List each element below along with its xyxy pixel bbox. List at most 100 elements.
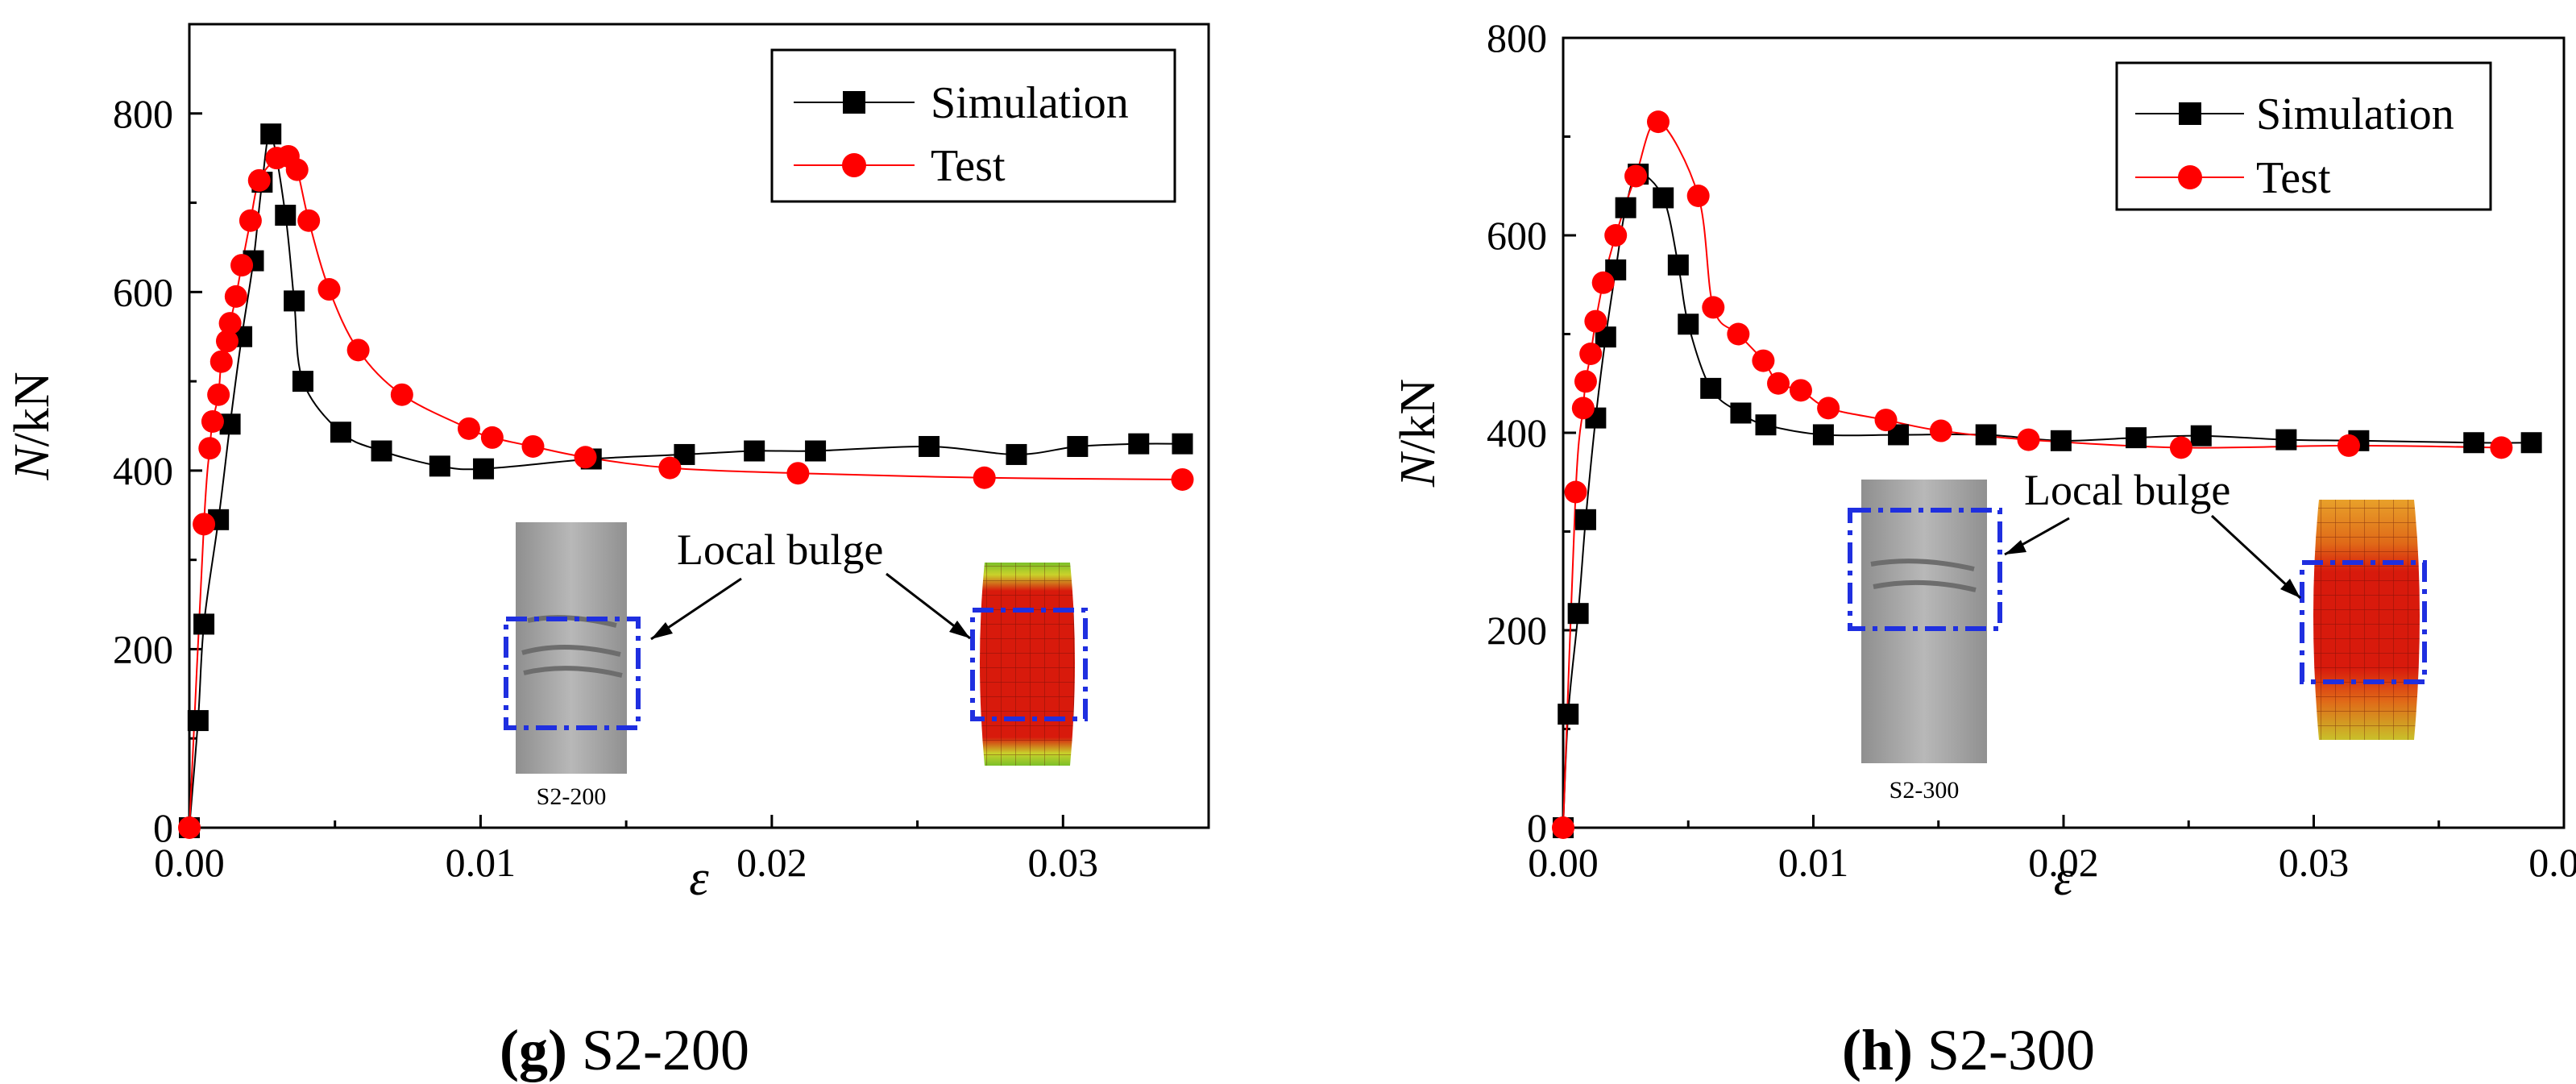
caption-h: (h) S2-300 — [1842, 1018, 2095, 1082]
x-tick-label-g: 0.00 — [154, 840, 225, 885]
data-point-test-g — [193, 513, 216, 536]
insets-h: S2-300 Local bulge — [1848, 466, 2427, 804]
y-tick-label-g: 800 — [113, 91, 173, 136]
annotation-g: Local bulge — [650, 525, 971, 641]
data-point-test-h — [1817, 397, 1840, 420]
data-point-test-h — [1579, 343, 1603, 365]
data-point-test-g — [521, 434, 545, 458]
data-point-simulation-g — [1172, 433, 1193, 455]
data-point-simulation-h — [1755, 414, 1777, 436]
annotation-label-g: Local bulge — [677, 525, 883, 574]
y-axis-title-symbol-h: N — [1391, 451, 1446, 488]
caption-text-h: S2-300 — [1913, 1018, 2095, 1082]
caption-g: (g) S2-200 — [500, 1018, 749, 1082]
fem-model-g — [970, 563, 1088, 766]
data-point-simulation-g — [805, 440, 827, 462]
legend-label-simulation-h: Simulation — [2256, 89, 2454, 139]
photo-label-g: S2-200 — [537, 783, 607, 810]
data-point-simulation-g — [284, 290, 305, 312]
data-point-test-g — [224, 284, 247, 308]
data-point-simulation-h — [1574, 509, 1596, 530]
y-tick-label-g: 400 — [113, 448, 173, 493]
data-point-test-g — [239, 209, 262, 232]
caption-letter-g: (g) — [500, 1018, 567, 1082]
fem-model-mesh-g — [980, 563, 1075, 766]
x-tick-label-g: 0.02 — [736, 840, 807, 885]
data-point-test-g — [247, 168, 271, 192]
data-point-test-h — [1552, 816, 1574, 839]
annotation-label-h: Local bulge — [2024, 466, 2230, 514]
data-point-test-h — [1624, 164, 1648, 188]
data-point-simulation-g — [292, 371, 313, 392]
caption-letter-h: (h) — [1842, 1018, 1913, 1082]
data-point-test-g — [786, 462, 810, 485]
data-point-simulation-h — [2190, 425, 2212, 446]
x-axis-title-h: ε — [2054, 851, 2074, 906]
data-point-test-g — [178, 816, 201, 839]
data-point-test-h — [1752, 349, 1775, 372]
data-point-test-g — [198, 437, 222, 460]
data-point-simulation-h — [1975, 424, 1997, 446]
data-point-simulation-h — [1812, 424, 1834, 446]
data-point-simulation-h — [1558, 704, 1579, 725]
y-axis-title-h: N/kN — [1391, 379, 1446, 488]
data-point-test-h — [2017, 428, 2040, 451]
annotation-arrowhead-left-g — [651, 622, 673, 639]
data-point-test-g — [574, 446, 597, 469]
data-point-simulation-h — [1653, 187, 1674, 209]
plot-area-h: 0.00 0.01 0.02 0.03 0.04 0 200 400 600 800 ε N/kN — [1391, 15, 2576, 906]
data-point-simulation-h — [2520, 432, 2542, 454]
legend-label-test-h: Test — [2256, 153, 2331, 203]
data-point-simulation-g — [429, 455, 450, 477]
annotation-arrowhead-right-g — [949, 621, 970, 638]
legend-h: Simulation Test — [2115, 61, 2492, 211]
data-point-test-g — [215, 330, 239, 353]
legend-label-simulation-g: Simulation — [931, 78, 1129, 128]
data-point-simulation-h — [1678, 314, 1699, 335]
legend-marker-test-g — [842, 153, 866, 177]
legend-label-test-g: Test — [931, 141, 1006, 191]
data-point-simulation-g — [744, 440, 765, 462]
data-point-test-h — [1591, 271, 1615, 294]
y-tick-label-h: 0 — [1527, 805, 1547, 850]
y-tick-label-g: 200 — [113, 626, 173, 671]
data-point-test-h — [1727, 322, 1750, 346]
data-point-simulation-h — [1700, 377, 1722, 399]
insets-g: S2-200 Local bulge — [504, 522, 1088, 810]
legend-marker-simulation-g — [843, 91, 865, 114]
annotation-arrowhead-right-h — [2280, 579, 2300, 598]
data-point-test-g — [285, 158, 309, 181]
data-point-test-g — [218, 312, 242, 335]
data-point-simulation-g — [260, 123, 282, 145]
data-point-test-h — [2490, 436, 2513, 459]
legend-g: Simulation Test — [770, 48, 1176, 203]
y-axis-title-g: N/kN — [5, 372, 60, 480]
y-tick-label-h: 800 — [1487, 15, 1547, 60]
data-point-simulation-g — [919, 435, 940, 457]
data-point-test-h — [1571, 397, 1595, 420]
data-point-test-h — [2337, 434, 2360, 457]
data-point-test-g — [230, 254, 254, 277]
x-tick-label-h: 0.04 — [2528, 840, 2576, 885]
data-point-test-h — [1646, 110, 1670, 134]
data-point-test-g — [297, 209, 321, 232]
chart-panel-h: S2-300 Local bulge 0.000.010.020.030.040… — [1391, 15, 2576, 1082]
data-point-simulation-h — [1567, 603, 1589, 625]
specimen-photo-body-h — [1861, 480, 1987, 763]
data-point-test-g — [1171, 467, 1194, 491]
data-point-test-g — [457, 417, 480, 440]
x-tick-label-h: 0.00 — [1528, 840, 1599, 885]
highlight-box-fem-g — [970, 608, 1088, 721]
annotation-arrowhead-left-h — [2005, 540, 2026, 554]
x-tick-label-g: 0.01 — [446, 840, 516, 885]
x-axis-title-g: ε — [689, 851, 709, 906]
data-point-test-g — [390, 383, 413, 406]
x-tick-label-h: 0.02 — [2028, 840, 2099, 885]
data-point-simulation-g — [371, 440, 392, 462]
data-point-simulation-g — [193, 613, 215, 635]
plot-area-g: 0.00 0.01 0.02 0.03 0 200 400 600 800 ε N/kN — [5, 23, 1210, 906]
data-point-simulation-g — [187, 710, 209, 732]
y-tick-label-h: 600 — [1487, 213, 1547, 258]
data-point-simulation-h — [1667, 254, 1689, 276]
data-point-test-h — [1604, 224, 1628, 247]
